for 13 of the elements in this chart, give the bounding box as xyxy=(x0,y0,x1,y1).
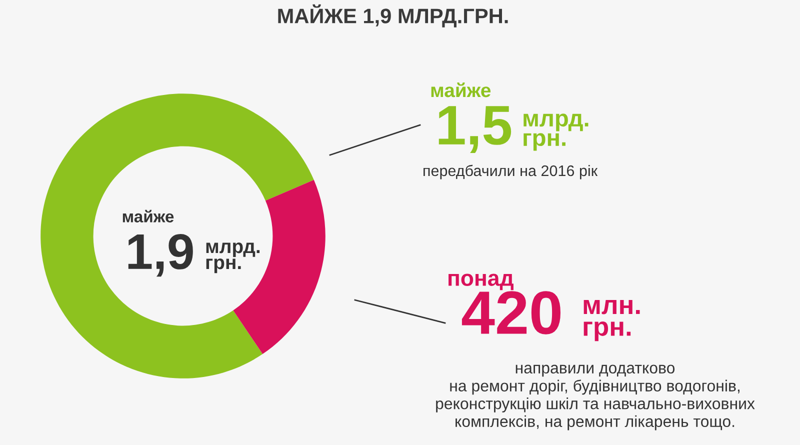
donut-slice xyxy=(40,94,314,378)
text: 1,5 xyxy=(438,106,512,153)
text: млрд. грн. xyxy=(524,114,588,151)
text: млрд. грн. xyxy=(206,242,260,274)
text: направили додатково на ремонт доріг, будівництво водогонів, реконструкцію шкіл та навчально-виховних комплексів, на ремонт лікарень тощо. xyxy=(436,364,755,430)
text: понад xyxy=(448,274,514,290)
text: млн. грн. xyxy=(584,300,640,342)
text: 1,9 xyxy=(128,234,193,277)
text: 420 xyxy=(462,291,560,334)
text: майже xyxy=(431,82,491,98)
text: майже xyxy=(122,210,174,222)
text: МАЙЖЕ 1,9 МЛРД.ГРН. xyxy=(278,4,508,28)
text: передбачили на 2016 рік xyxy=(424,164,598,180)
